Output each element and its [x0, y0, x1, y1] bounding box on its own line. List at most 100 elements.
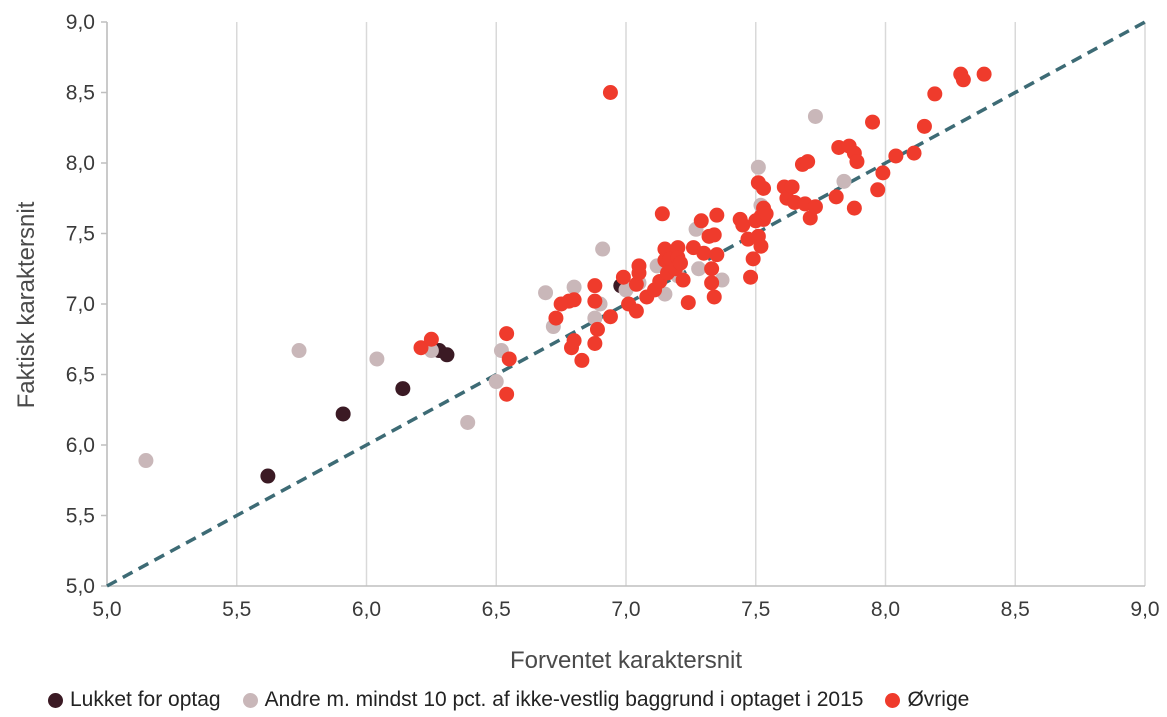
scatter-point-series-1 — [691, 261, 707, 277]
y-tick-label: 8,0 — [66, 152, 95, 175]
scatter-point-series-0 — [439, 347, 455, 363]
scatter-point-series-2 — [875, 165, 891, 181]
y-tick-label: 8,5 — [66, 82, 95, 105]
scatter-point-series-1 — [566, 279, 582, 295]
scatter-point-series-2 — [916, 118, 932, 134]
x-tick-label: 5,0 — [92, 598, 121, 621]
scatter-point-series-1 — [460, 414, 476, 430]
x-tick-label: 9,0 — [1130, 598, 1159, 621]
scatter-point-series-2 — [615, 269, 631, 285]
y-tick-label: 6,5 — [66, 364, 95, 387]
scatter-point-series-2 — [758, 206, 774, 222]
scatter-point-series-2 — [499, 326, 515, 342]
legend-marker-icon — [48, 692, 63, 708]
x-tick-label: 6,0 — [352, 598, 381, 621]
scatter-point-series-2 — [800, 154, 816, 170]
scatter-point-series-2 — [976, 66, 992, 82]
scatter-point-series-2 — [587, 293, 603, 309]
x-tick-label: 5,5 — [222, 598, 251, 621]
x-tick-label: 7,0 — [611, 598, 640, 621]
scatter-point-series-0 — [335, 406, 351, 422]
x-tick-label: 7,5 — [741, 598, 770, 621]
scatter-point-series-2 — [709, 247, 725, 263]
scatter-point-series-2 — [423, 331, 439, 347]
scatter-point-series-2 — [680, 295, 696, 311]
legend-item-series-1: Andre m. mindst 10 pct. af ikke-vestlig … — [242, 688, 864, 712]
scatter-point-series-2 — [566, 292, 582, 308]
scatter-point-series-2 — [706, 227, 722, 243]
scatter-chart: 5,0 5,5 6,0 6,5 7,0 7,5 8,0 8,5 9,0 5,0 5,5 6,0 6,5 7… — [13, 11, 1160, 674]
scatter-point-series-0 — [260, 468, 276, 484]
scatter-point-series-2 — [706, 289, 722, 305]
scatter-point-series-2 — [784, 179, 800, 195]
y-tick-label: 6,0 — [66, 434, 95, 457]
scatter-point-series-1 — [538, 285, 554, 301]
scatter-point-series-1 — [750, 159, 766, 175]
scatter-point-series-2 — [888, 148, 904, 164]
scatter-point-series-1 — [291, 343, 307, 359]
scatter-point-series-2 — [955, 72, 971, 88]
scatter-point-series-2 — [548, 310, 564, 326]
scatter-point-series-2 — [704, 275, 720, 291]
chart-legend: Lukket for optag Andre m. mindst 10 pct. … — [48, 688, 969, 712]
legend-marker-icon — [242, 692, 258, 708]
scatter-point-series-2 — [846, 200, 862, 216]
y-axis-title: Faktisk karaktersnit — [13, 201, 40, 408]
scatter-point-series-2 — [654, 206, 670, 222]
x-tick-label: 8,5 — [1001, 598, 1030, 621]
x-tick-label: 6,5 — [482, 598, 511, 621]
scatter-point-series-2 — [906, 145, 922, 161]
axes: 5,0 5,5 6,0 6,5 7,0 7,5 8,0 8,5 9,0 5,0 5,5 6,0 6,5 7… — [66, 11, 1160, 621]
x-tick-label: 8,0 — [871, 598, 900, 621]
legend-marker-icon — [885, 692, 901, 708]
scatter-point-series-2 — [589, 321, 605, 337]
scatter-point-series-2 — [745, 251, 761, 267]
data-points — [138, 66, 992, 484]
scatter-point-series-2 — [672, 255, 688, 271]
scatter-point-series-2 — [828, 189, 844, 205]
scatter-point-series-2 — [413, 340, 429, 356]
y-tick-label: 5,5 — [66, 505, 95, 528]
legend-label: Andre m. mindst 10 pct. af ikke-vestlig … — [264, 688, 864, 711]
scatter-point-series-2 — [602, 309, 618, 325]
scatter-point-series-1 — [807, 108, 823, 124]
scatter-point-series-2 — [704, 261, 720, 277]
scatter-point-series-2 — [587, 278, 603, 294]
scatter-point-series-2 — [574, 352, 590, 368]
scatter-point-series-1 — [138, 453, 154, 469]
scatter-point-series-2 — [802, 210, 818, 226]
scatter-point-series-2 — [693, 213, 709, 229]
scatter-point-series-2 — [743, 269, 759, 285]
scatter-point-series-2 — [501, 351, 517, 367]
y-tick-label: 7,5 — [66, 223, 95, 246]
legend-item-series-2: Øvrige — [885, 688, 969, 712]
scatter-point-series-2 — [709, 207, 725, 223]
legend-label: Lukket for optag — [70, 688, 221, 711]
scatter-point-series-1 — [488, 374, 504, 390]
scatter-point-series-2 — [587, 335, 603, 351]
y-tick-label: 7,0 — [66, 293, 95, 316]
scatter-point-series-1 — [369, 351, 385, 367]
scatter-point-series-1 — [836, 173, 852, 189]
scatter-point-series-2 — [602, 85, 618, 100]
scatter-point-series-2 — [631, 258, 647, 274]
scatter-point-series-2 — [927, 86, 943, 102]
scatter-point-series-1 — [587, 310, 603, 326]
scatter-point-series-2 — [865, 114, 881, 130]
scatter-point-series-2 — [675, 272, 691, 288]
scatter-point-series-2 — [566, 333, 582, 349]
scatter-point-series-2 — [499, 386, 515, 402]
x-axis-title: Forventet karaktersnit — [510, 647, 742, 674]
legend-item-series-0: Lukket for optag — [48, 688, 221, 712]
legend-label: Øvrige — [907, 688, 970, 711]
scatter-point-series-0 — [395, 381, 411, 397]
scatter-point-series-2 — [735, 217, 751, 233]
scatter-point-series-2 — [870, 182, 886, 198]
scatter-point-series-2 — [696, 245, 712, 261]
scatter-point-series-2 — [628, 303, 644, 319]
scatter-point-series-2 — [753, 238, 769, 254]
scatter-point-series-2 — [628, 276, 644, 292]
scatter-point-series-2 — [849, 154, 865, 170]
y-tick-label: 9,0 — [66, 11, 95, 34]
scatter-point-series-2 — [807, 199, 823, 215]
